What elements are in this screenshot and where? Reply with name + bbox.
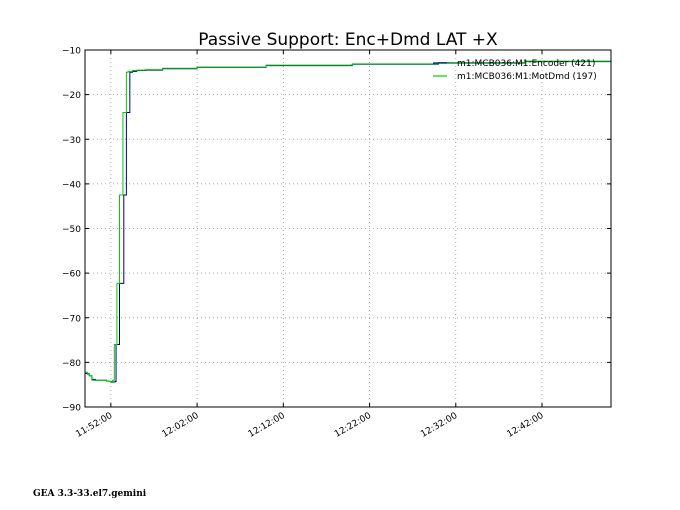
chart-title: Passive Support: Enc+Dmd LAT +X xyxy=(198,30,498,50)
y-tick-label: −40 xyxy=(62,180,81,190)
y-tick-label: −20 xyxy=(62,91,81,101)
series-line xyxy=(85,59,611,383)
series-lines xyxy=(85,59,611,383)
y-tick-label: −80 xyxy=(62,359,81,369)
y-tick-label: −50 xyxy=(62,225,81,235)
x-tick-label: 12:22:00 xyxy=(333,411,373,440)
x-tick-label: 12:12:00 xyxy=(247,411,287,440)
y-tick-label: −60 xyxy=(62,270,81,280)
x-tick-label: 12:02:00 xyxy=(161,411,201,440)
grid-lines xyxy=(85,49,611,408)
y-tick-label: −30 xyxy=(62,136,81,146)
y-tick-label: −10 xyxy=(62,47,81,57)
legend-label: m1:MCB036:M1:Encoder (421) xyxy=(457,59,595,69)
legend: m1:MCB036:M1:Encoder (421) m1:MCB036:M1:M… xyxy=(433,59,597,82)
x-tick-label: 12:42:00 xyxy=(506,411,546,440)
x-tick-label: 12:32:00 xyxy=(419,411,459,440)
y-tick-label: −90 xyxy=(62,404,81,414)
legend-label: m1:MCB036:M1:MotDmd (197) xyxy=(457,72,597,82)
y-tick-label: −70 xyxy=(62,314,81,324)
footer-version-label: GEA 3.3-33.el7.gemini xyxy=(33,489,147,499)
series-line xyxy=(85,60,611,383)
plot-frame xyxy=(84,49,612,408)
x-tick-label: 11:52:00 xyxy=(74,411,114,440)
